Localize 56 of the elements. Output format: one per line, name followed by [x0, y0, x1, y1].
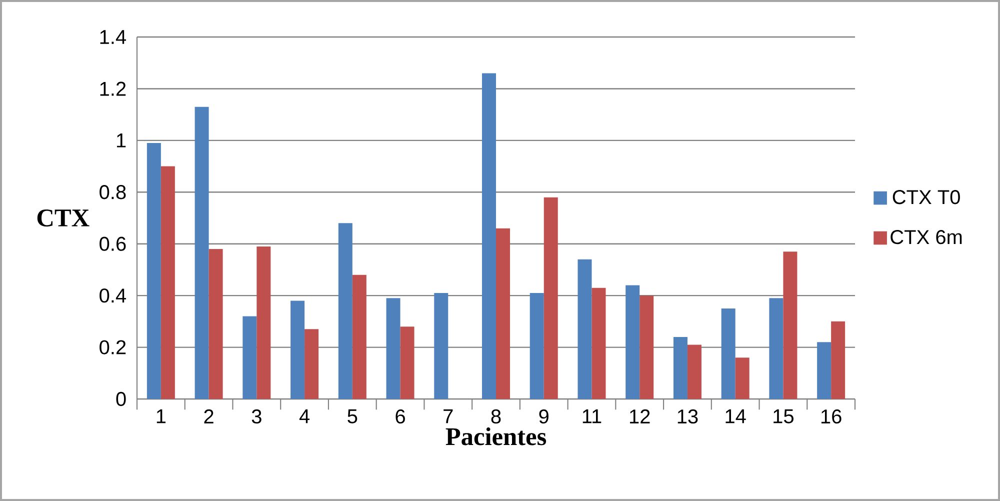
x-tick-label: 7: [444, 409, 453, 424]
y-tick-label: 1.2: [100, 82, 126, 96]
bar: [626, 285, 640, 399]
x-tick-label: 8: [491, 409, 501, 424]
y-tick-label: 0.2: [100, 340, 126, 354]
bar: [817, 342, 832, 399]
y-tick-label: 1: [117, 134, 126, 148]
y-tick-label: 0: [116, 392, 126, 406]
bar: [160, 166, 175, 399]
y-tick-label: 0.6: [100, 236, 126, 251]
x-tick-label: 3: [252, 409, 262, 424]
bar: [208, 249, 223, 399]
x-tick-label: 16: [821, 409, 842, 424]
x-tick-label: 1: [156, 409, 166, 424]
x-tick-label: 9: [539, 409, 548, 424]
x-tick-label: 12: [630, 409, 650, 424]
bar: [640, 296, 654, 399]
legend-label: CTX T0: [892, 190, 960, 204]
x-tick-label: 14: [726, 409, 746, 424]
bar: [242, 316, 257, 399]
bar: [400, 326, 414, 399]
x-tick-label: 4: [299, 409, 310, 424]
bar: [544, 197, 558, 399]
y-tick-label: 0.4: [100, 288, 126, 303]
bar: [434, 292, 448, 399]
legend-label: CTX 6m: [890, 230, 962, 244]
bar: [290, 300, 305, 399]
bar: [673, 336, 688, 399]
bar: [146, 143, 161, 399]
bar: [338, 223, 352, 399]
x-tick-label: 2: [204, 409, 214, 424]
bar: [687, 344, 702, 399]
x-tick-label: 13: [678, 409, 698, 424]
bar: [530, 292, 544, 399]
x-tick-label: 6: [396, 409, 405, 424]
bar: [721, 308, 736, 399]
x-axis-title: Pacientes: [446, 427, 546, 446]
bar: [256, 246, 271, 399]
bar: [831, 321, 846, 399]
bar: [304, 329, 319, 399]
y-axis-title: CTX: [37, 209, 90, 227]
x-tick-label: 11: [582, 409, 602, 424]
bar: [482, 73, 496, 399]
bar: [735, 358, 750, 399]
bar: [496, 228, 510, 399]
x-tick-label: 5: [348, 409, 358, 424]
bar: [592, 288, 606, 399]
x-tick-label: 15: [774, 409, 794, 424]
bar: [578, 259, 592, 399]
bar: [783, 252, 798, 399]
bar: [194, 106, 209, 399]
bar: [352, 274, 366, 399]
bar: [386, 298, 400, 399]
y-tick-label: 0.8: [100, 185, 126, 200]
y-tick-label: 1.4: [100, 30, 126, 44]
bar: [769, 298, 784, 399]
